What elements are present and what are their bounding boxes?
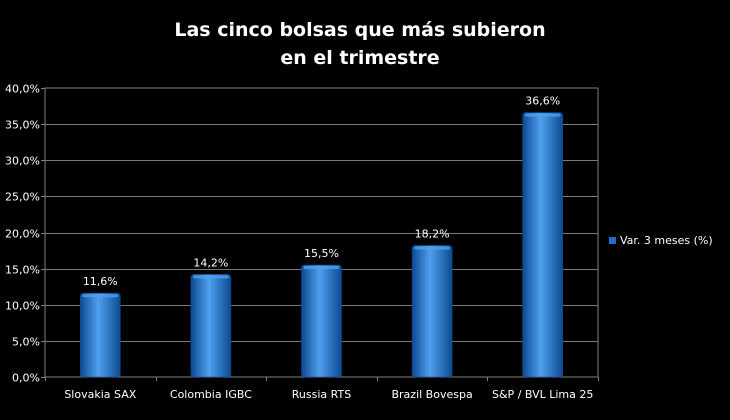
legend-label: Var. 3 meses (%) [620, 234, 713, 247]
y-tick-label: 35,0% [5, 119, 40, 132]
y-tick-label: 30,0% [5, 155, 40, 168]
data-label: 18,2% [415, 228, 450, 241]
x-tick-label: S&P / BVL Lima 25 [492, 388, 593, 401]
bar [190, 274, 232, 378]
bar-top-highlight [303, 266, 340, 270]
bar [411, 245, 453, 378]
y-tick-label: 5,0% [12, 336, 40, 349]
legend-swatch [609, 237, 616, 244]
x-tick-label: Colombia IGBC [170, 388, 252, 401]
data-label: 15,5% [304, 247, 339, 260]
x-axis: Slovakia SAX Colombia IGBC Russia RTS Brazi… [45, 377, 599, 401]
y-axis: 0,0% 5,0% 10,0% 15,0% 20,0% 25,0% 30,0% 35,0% 40… [5, 83, 46, 385]
data-label: 14,2% [193, 256, 228, 269]
y-tick-label: 0,0% [12, 372, 40, 385]
chart-title-line-2: en el trimestre [280, 47, 439, 69]
data-labels: 11,6% 14,2% 15,5% 18,2% 36,6% [83, 95, 560, 289]
bar-top-highlight [414, 246, 451, 250]
data-label: 11,6% [83, 275, 118, 288]
chart-title-line-1: Las cinco bolsas que más subieron [174, 19, 545, 41]
y-tick-label: 20,0% [5, 228, 40, 241]
x-tick-label: Brazil Bovespa [391, 388, 472, 401]
x-tick-label: Russia RTS [292, 388, 351, 401]
bar [301, 264, 342, 378]
bar [80, 292, 121, 378]
x-tick-label: Slovakia SAX [64, 388, 136, 401]
y-tick-label: 25,0% [5, 191, 40, 204]
bar-top-highlight [192, 275, 229, 279]
gridlines [45, 124, 598, 342]
bars [80, 112, 564, 378]
y-tick-label: 10,0% [5, 300, 40, 313]
chart-title: Las cinco bolsas que más subieron en el … [174, 19, 545, 69]
legend: Var. 3 meses (%) [609, 234, 713, 247]
y-tick-label: 40,0% [5, 83, 40, 96]
y-tick-label: 15,0% [5, 264, 40, 277]
bar-top-highlight [82, 294, 119, 298]
bar [522, 112, 564, 378]
bar-top-highlight [524, 113, 561, 117]
data-label: 36,6% [525, 95, 560, 108]
